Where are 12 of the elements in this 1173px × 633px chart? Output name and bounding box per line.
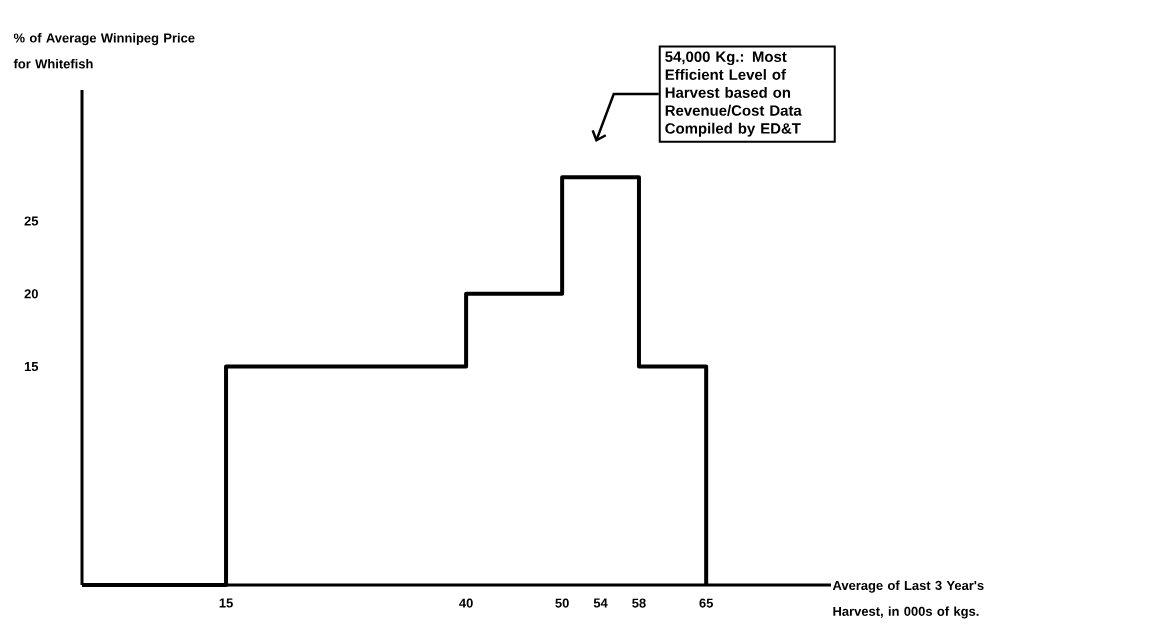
x-tick-label: 65 [699, 598, 714, 608]
y-tick-label: 15 [24, 362, 39, 372]
annotation: 54,000 Kg.: Most Efficient Level of Harvest based on Revenue/Cost Data Compiled by ED&T [665, 51, 802, 137]
x-tick-label: 54 [593, 598, 608, 608]
x-tick-label: 50 [555, 598, 569, 608]
x-tick-label: 40 [459, 598, 473, 608]
x-tick-label: 15 [219, 598, 233, 608]
y-axis-title: % of Average Winnipeg Price for Whitefish [13, 33, 195, 69]
x-tick-label: 58 [632, 598, 646, 608]
y-tick-label: 20 [24, 289, 38, 299]
y-tick-label: 25 [24, 216, 39, 226]
x-axis-title: Average of Last 3 Year's Harvest, in 000s of kgs. [832, 580, 984, 619]
